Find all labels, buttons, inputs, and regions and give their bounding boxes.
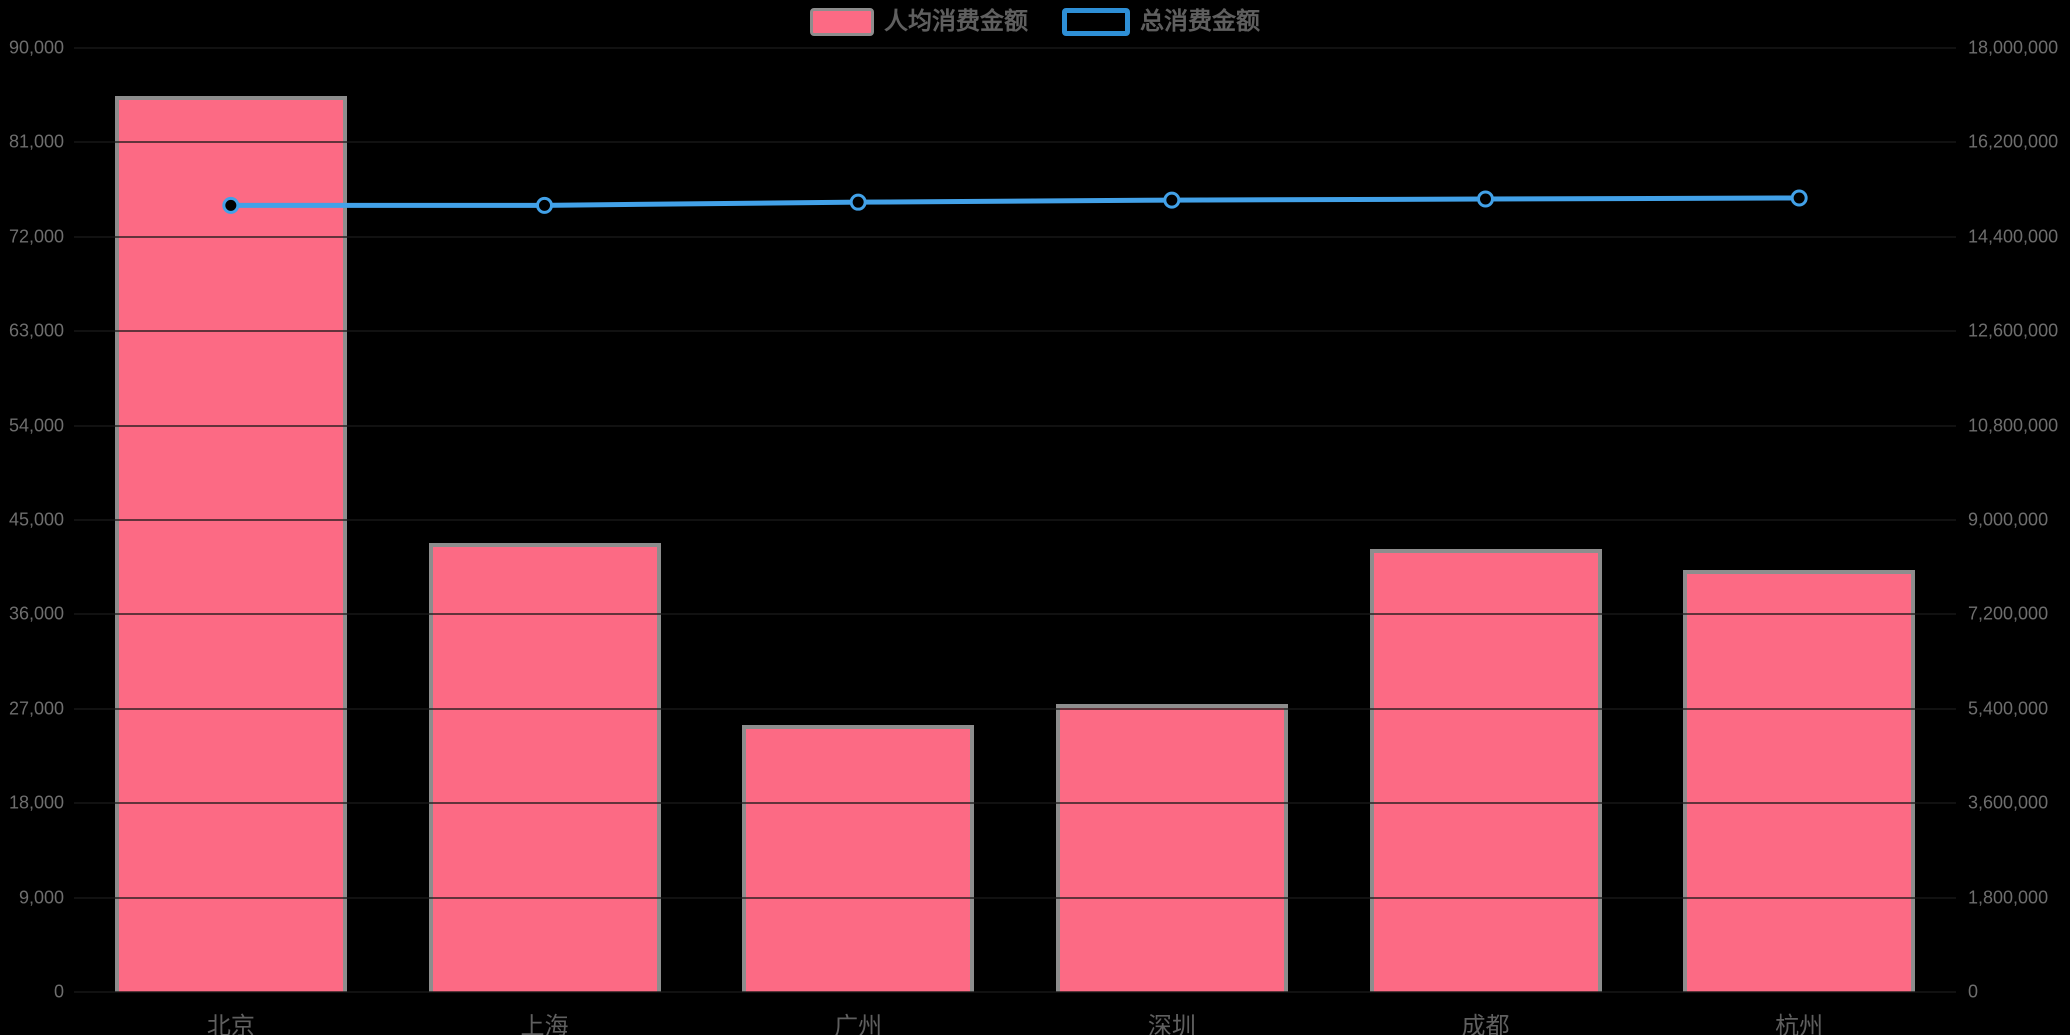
line-marker-杭州[interactable] [1790,189,1808,207]
right-axis-tick-label: 16,200,000 [1968,131,2059,152]
gridline [74,802,1956,805]
x-axis-label-5[interactable]: 成都 [1461,1013,1510,1035]
gridline [74,896,1956,899]
chart-legend: 人均消费金额 总消费金额 [0,8,2070,36]
left-axis-tick-label: 45,000 [8,509,64,530]
x-axis-label-4[interactable]: 深圳 [1147,1013,1196,1035]
gridline [74,519,1956,521]
bar-series-swatch-icon [810,8,874,36]
line-marker-成都[interactable] [1477,190,1494,208]
line-marker-深圳[interactable] [1163,191,1181,209]
left-axis-tick-label: 90,000 [8,37,64,58]
gridline [74,47,1956,49]
gridline [74,141,1956,144]
bar-杭州[interactable] [1683,570,1916,992]
bar-北京[interactable] [114,96,347,992]
gridline [74,235,1956,238]
left-axis-tick-label: 36,000 [8,603,64,624]
left-axis-tick-label: 63,000 [8,320,64,341]
line-marker-上海[interactable] [536,196,553,214]
left-axis-tick-label: 0 [53,981,64,1002]
right-axis-tick-label: 1,800,000 [1968,887,2049,908]
right-axis-tick-label: 5,400,000 [1968,698,2049,719]
left-axis-tick-label: 9,000 [18,887,64,908]
left-axis-tick-label: 81,000 [8,131,64,152]
x-axis-label-2[interactable]: 上海 [520,1013,569,1035]
bar-深圳[interactable] [1055,703,1288,992]
gridline [74,330,1956,333]
x-axis-label-1[interactable]: 北京 [206,1013,255,1035]
gridline [74,707,1956,710]
left-axis-tick-label: 54,000 [8,415,64,436]
legend-label: 总消费金额 [1140,8,1260,35]
left-axis-tick-label: 18,000 [8,792,64,813]
right-axis-tick-label: 9,000,000 [1968,509,2049,530]
bar-成都[interactable] [1369,549,1602,992]
right-axis-tick-label: 14,400,000 [1968,226,2059,247]
gridline [74,424,1956,427]
x-axis-label-6[interactable]: 杭州 [1775,1013,1824,1035]
bar-广州[interactable] [742,724,975,992]
legend-item-bar[interactable]: 人均消费金额 [810,8,1028,36]
x-axis-label-3[interactable]: 广州 [834,1013,883,1035]
right-axis-tick-label: 10,800,000 [1968,415,2059,436]
line-series-swatch-icon [1062,8,1130,36]
right-axis-tick-label: 18,000,000 [1968,37,2059,58]
legend-item-line[interactable]: 总消费金额 [1062,8,1260,36]
left-axis-tick-label: 27,000 [8,698,64,719]
bar-上海[interactable] [428,543,661,992]
line-path [230,195,1800,208]
legend-label: 人均消费金额 [884,8,1028,35]
right-axis-tick-label: 3,600,000 [1968,792,2049,813]
right-axis-tick-label: 12,600,000 [1968,320,2059,341]
line-marker-广州[interactable] [849,193,867,211]
right-axis-tick-label: 0 [1968,981,1979,1002]
left-axis-tick-label: 72,000 [8,226,64,247]
gridline [74,613,1956,616]
gridline [74,991,1956,993]
right-axis-tick-label: 7,200,000 [1968,603,2049,624]
